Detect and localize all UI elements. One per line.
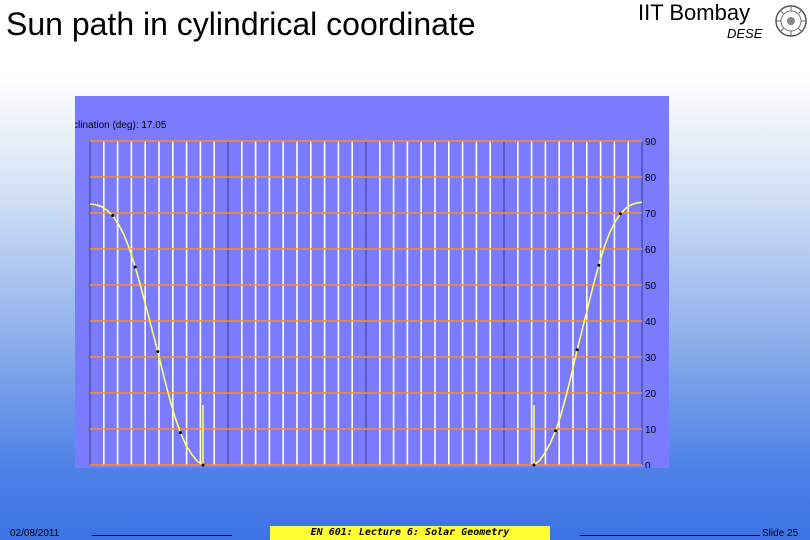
footer-divider-left <box>92 535 232 536</box>
footer-date: 02/08/2011 <box>10 528 60 539</box>
sun-path-marker <box>201 463 205 467</box>
institution-name: IIT Bombay <box>638 0 751 25</box>
sun-path-marker <box>111 214 115 218</box>
chart-title: clination (deg): 17.05 <box>75 120 167 131</box>
y-tick-label: 50 <box>645 281 657 292</box>
sun-path-curve <box>533 201 643 466</box>
y-tick-label: 60 <box>645 245 657 256</box>
sun-path-curve <box>89 203 204 466</box>
footer-divider-right <box>580 535 760 536</box>
sun-path-chart: clination (deg): 17.05 0 10 20 30 40 50 60 70 80… <box>75 96 669 468</box>
y-tick-label: 20 <box>645 389 657 400</box>
slide-title: Sun path in cylindrical coordinate <box>6 6 476 42</box>
y-tick-label: 0 <box>645 461 651 468</box>
sun-path-marker <box>554 429 558 433</box>
sun-path-marker <box>532 463 536 467</box>
department-name: DESE <box>727 26 763 41</box>
y-tick-label: 30 <box>645 353 657 364</box>
iit-bombay-seal-icon <box>775 5 807 37</box>
vertical-grid-lines <box>89 141 643 465</box>
y-tick-label: 10 <box>645 425 657 436</box>
y-tick-label: 70 <box>645 209 657 220</box>
footer-course-title: EN 601: Lecture 6: Solar Geometry <box>270 526 550 540</box>
y-tick-label: 80 <box>645 173 657 184</box>
plot-background <box>75 96 669 468</box>
sun-path-marker <box>178 431 182 435</box>
sun-path-marker <box>618 212 622 216</box>
sun-path-curves <box>89 201 643 467</box>
sun-path-marker <box>156 350 160 354</box>
footer-slide-number: Slide 25 <box>762 528 799 539</box>
y-tick-label: 40 <box>645 317 657 328</box>
y-tick-label: 90 <box>645 137 657 148</box>
sun-path-marker <box>575 348 579 352</box>
y-tick-labels: 0 10 20 30 40 50 60 70 80 90 <box>645 137 657 468</box>
sun-path-marker <box>597 263 601 267</box>
horizontal-grid-lines <box>90 140 642 466</box>
sun-path-marker <box>133 265 137 269</box>
